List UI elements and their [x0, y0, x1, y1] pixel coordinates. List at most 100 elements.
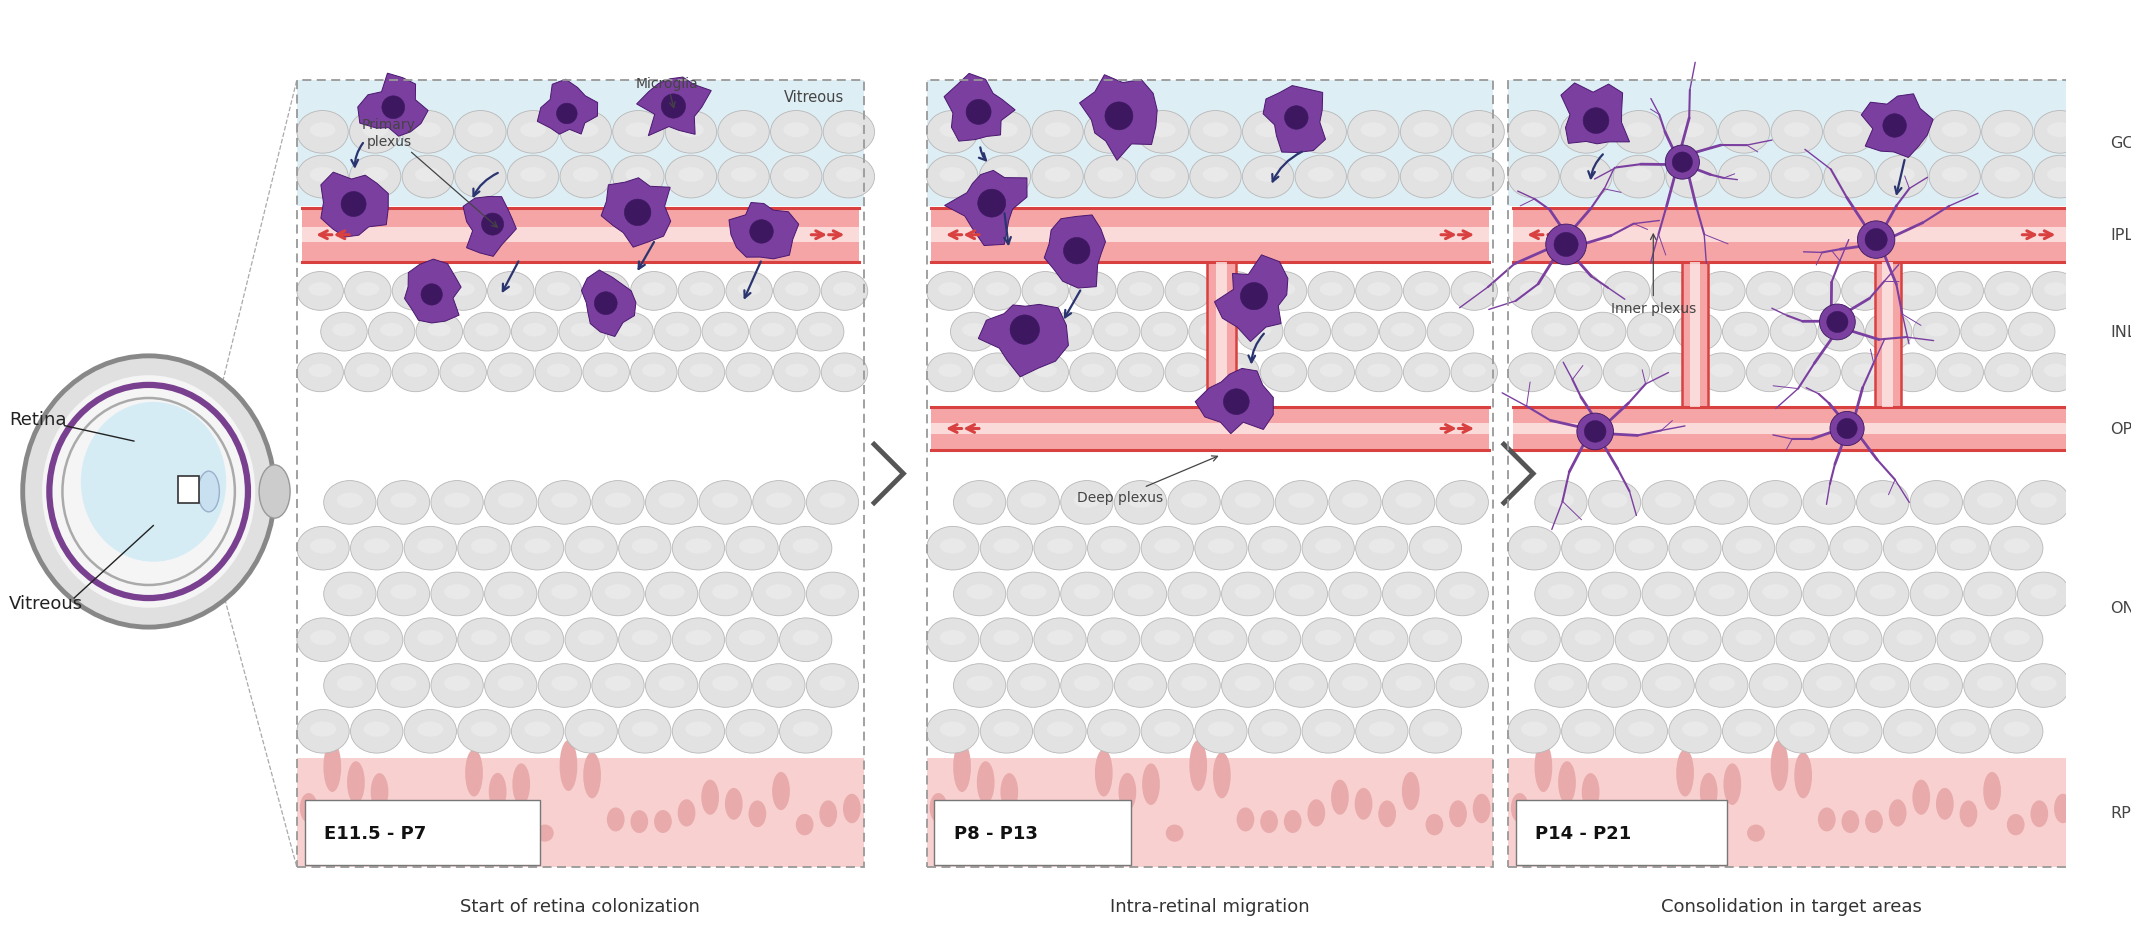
Ellipse shape: [976, 762, 995, 803]
Ellipse shape: [418, 722, 443, 737]
Ellipse shape: [1679, 168, 1705, 183]
Ellipse shape: [1189, 156, 1240, 199]
Ellipse shape: [1249, 526, 1300, 570]
Polygon shape: [1080, 75, 1157, 161]
Polygon shape: [1560, 84, 1630, 145]
Ellipse shape: [997, 313, 1044, 351]
Ellipse shape: [1982, 156, 2033, 199]
Ellipse shape: [511, 526, 565, 570]
Ellipse shape: [511, 764, 531, 805]
Ellipse shape: [1343, 676, 1368, 691]
Text: INL: INL: [2110, 325, 2131, 340]
Ellipse shape: [1330, 572, 1381, 616]
Ellipse shape: [1950, 630, 1975, 645]
Ellipse shape: [81, 403, 226, 562]
Ellipse shape: [405, 618, 456, 662]
Ellipse shape: [465, 313, 509, 351]
Ellipse shape: [403, 156, 454, 199]
Ellipse shape: [1592, 324, 1615, 337]
Ellipse shape: [349, 111, 401, 154]
Ellipse shape: [631, 810, 648, 833]
Ellipse shape: [1319, 365, 1343, 378]
Ellipse shape: [2018, 572, 2069, 616]
Ellipse shape: [1562, 710, 1613, 753]
Ellipse shape: [1750, 481, 1801, 525]
Ellipse shape: [678, 800, 695, 826]
Ellipse shape: [1805, 365, 1828, 378]
Ellipse shape: [1950, 539, 1975, 554]
Ellipse shape: [1421, 630, 1449, 645]
Ellipse shape: [390, 585, 416, 600]
Ellipse shape: [452, 365, 475, 378]
Ellipse shape: [1085, 111, 1136, 154]
Ellipse shape: [667, 324, 688, 337]
Ellipse shape: [1138, 156, 1189, 199]
Ellipse shape: [1912, 780, 1931, 815]
FancyBboxPatch shape: [305, 800, 539, 865]
Ellipse shape: [2035, 111, 2086, 154]
Ellipse shape: [631, 630, 658, 645]
Ellipse shape: [1142, 764, 1159, 805]
Ellipse shape: [940, 168, 965, 183]
Ellipse shape: [1181, 585, 1206, 600]
Ellipse shape: [443, 493, 471, 508]
Ellipse shape: [573, 168, 599, 183]
Ellipse shape: [332, 324, 356, 337]
Ellipse shape: [993, 123, 1019, 138]
Ellipse shape: [1656, 585, 1681, 600]
Ellipse shape: [1115, 572, 1166, 616]
Ellipse shape: [520, 168, 546, 183]
Ellipse shape: [1856, 572, 1909, 616]
Circle shape: [978, 190, 1006, 218]
Ellipse shape: [1575, 539, 1600, 554]
Ellipse shape: [1355, 788, 1372, 820]
Ellipse shape: [405, 526, 456, 570]
Ellipse shape: [1997, 365, 2020, 378]
Ellipse shape: [296, 272, 343, 311]
Ellipse shape: [1643, 664, 1694, 707]
Ellipse shape: [2031, 585, 2056, 600]
Ellipse shape: [1428, 313, 1475, 351]
Ellipse shape: [488, 272, 535, 311]
Ellipse shape: [1296, 156, 1347, 199]
Ellipse shape: [1115, 664, 1166, 707]
Ellipse shape: [1168, 481, 1221, 525]
Ellipse shape: [1709, 676, 1735, 691]
Ellipse shape: [1522, 123, 1547, 138]
Ellipse shape: [1396, 585, 1421, 600]
Ellipse shape: [1140, 313, 1187, 351]
Ellipse shape: [1914, 313, 1961, 351]
Ellipse shape: [2010, 313, 2054, 351]
Ellipse shape: [665, 156, 716, 199]
Ellipse shape: [1758, 365, 1782, 378]
Circle shape: [1826, 312, 1848, 333]
Bar: [1215, 263, 1227, 407]
Ellipse shape: [1330, 481, 1381, 525]
Ellipse shape: [1794, 353, 1841, 392]
Ellipse shape: [1008, 572, 1059, 616]
Ellipse shape: [2048, 168, 2073, 183]
Ellipse shape: [1221, 481, 1274, 525]
Bar: [1206, 263, 1236, 407]
Ellipse shape: [1696, 481, 1747, 525]
Ellipse shape: [439, 272, 486, 311]
Ellipse shape: [1803, 664, 1856, 707]
Ellipse shape: [1070, 272, 1117, 311]
Ellipse shape: [296, 526, 349, 570]
Ellipse shape: [1127, 676, 1153, 691]
Ellipse shape: [627, 168, 652, 183]
Ellipse shape: [1061, 572, 1112, 616]
Ellipse shape: [1332, 313, 1379, 351]
Ellipse shape: [2003, 630, 2031, 645]
Ellipse shape: [1948, 283, 1971, 296]
FancyBboxPatch shape: [933, 800, 1132, 865]
Ellipse shape: [499, 365, 522, 378]
Ellipse shape: [573, 123, 599, 138]
Bar: [1690, 263, 1701, 407]
Ellipse shape: [1151, 123, 1176, 138]
Ellipse shape: [1396, 676, 1421, 691]
Ellipse shape: [1818, 313, 1865, 351]
Circle shape: [1820, 305, 1856, 341]
Ellipse shape: [1884, 526, 1935, 570]
Ellipse shape: [1794, 272, 1841, 311]
